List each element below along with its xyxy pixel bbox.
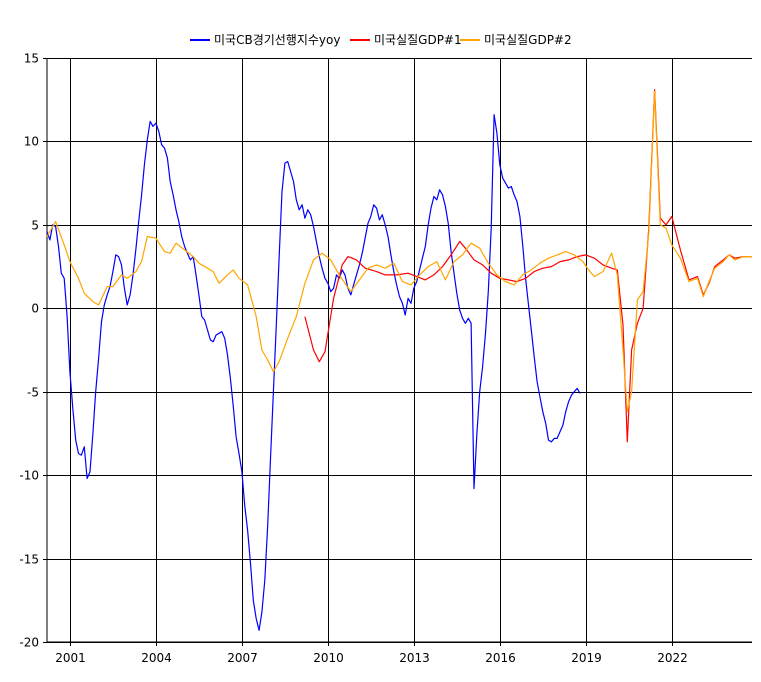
- series-layer: [46, 89, 752, 631]
- x-tick-label: 2022: [657, 651, 688, 665]
- y-axis: 15 10 5 0 -5 -10 -15 -20: [19, 52, 47, 650]
- x-tick-label: 2001: [55, 651, 86, 665]
- y-tick-label: -10: [19, 469, 39, 483]
- y-tick-label: 0: [31, 302, 39, 316]
- plot-frame: [46, 58, 752, 643]
- x-axis: 2001 2004 2007 2010 2013 2016 2019 2022: [55, 642, 688, 665]
- x-tick-label: 2010: [313, 651, 344, 665]
- legend: 미국CB경기선행지수yoy 미국실질GDP#1 미국실질GDP#2: [190, 32, 572, 47]
- series-line-3: [46, 90, 752, 413]
- y-tick-label: -20: [19, 636, 39, 650]
- x-tick-label: 2016: [485, 651, 516, 665]
- x-tick-label: 2004: [141, 651, 172, 665]
- series-line-1: [46, 114, 581, 631]
- y-tick-label: 5: [31, 219, 39, 233]
- grid: [47, 58, 752, 643]
- x-tick-label: 2013: [399, 651, 430, 665]
- x-tick-label: 2019: [571, 651, 602, 665]
- x-tick-label: 2007: [227, 651, 258, 665]
- y-tick-label: -15: [19, 553, 39, 567]
- y-tick-label: 10: [24, 135, 39, 149]
- y-tick-label: 15: [24, 52, 39, 66]
- legend-label-3: 미국실질GDP#2: [484, 33, 572, 47]
- legend-label-2: 미국실질GDP#1: [374, 33, 462, 47]
- legend-label-1: 미국CB경기선행지수yoy: [214, 32, 340, 47]
- series-line-2: [304, 89, 752, 443]
- y-tick-label: -5: [27, 386, 39, 400]
